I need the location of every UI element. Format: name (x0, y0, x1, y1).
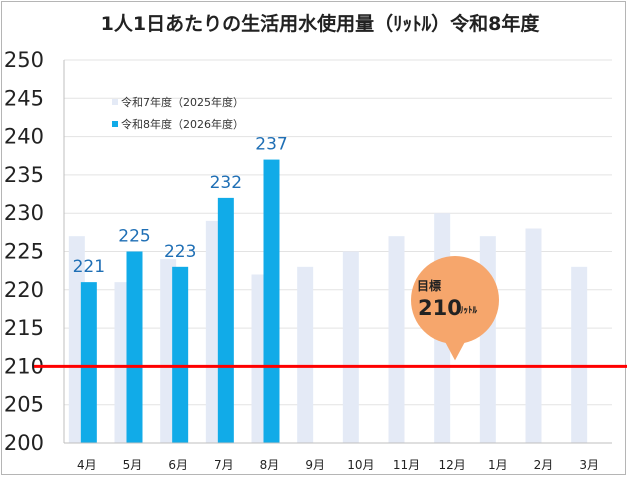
bar-2025 (571, 266, 588, 443)
bar-2026 (126, 251, 143, 443)
bar-2025 (342, 251, 359, 443)
data-label: 221 (73, 257, 105, 277)
target-bubble-pointer (443, 338, 467, 361)
bar-2026 (263, 159, 280, 443)
target-label: 目標 (417, 278, 441, 293)
bar-2026 (80, 282, 97, 443)
y-tick-label: 240 (4, 125, 44, 149)
x-tick-label: 6月 (168, 458, 188, 472)
y-tick-label: 250 (4, 48, 44, 72)
data-label: 232 (210, 173, 242, 193)
bar-2026 (172, 266, 189, 443)
axes: 200 205 210 215 220 225 230 235 240 245 250 4月 5月 6月 7… (4, 48, 612, 472)
x-tick-label: 7月 (214, 458, 234, 472)
legend: 令和7年度（2025年度） 令和8年度（2026年度） (112, 95, 244, 131)
target-value: 210 (418, 296, 462, 320)
legend-swatch (112, 121, 118, 127)
x-tick-label: 8月 (260, 458, 280, 472)
y-tick-label: 225 (4, 240, 44, 264)
data-labels: 221 225 223 232 237 (73, 135, 288, 278)
x-tick-label: 3月 (579, 458, 599, 472)
bars (68, 159, 588, 443)
x-tick-label: 10月 (347, 458, 374, 472)
data-label: 225 (118, 227, 150, 247)
y-tick-label: 230 (4, 201, 44, 225)
bar-2025 (297, 266, 314, 443)
y-tick-label: 235 (4, 163, 44, 187)
data-label: 223 (164, 242, 196, 262)
bar-2025 (525, 228, 542, 443)
legend-label: 令和7年度（2025年度） (121, 95, 244, 109)
chart-title: 1人1日あたりの生活用水使用量（ﾘｯﾄﾙ）令和8年度 (101, 12, 541, 35)
data-label: 237 (255, 135, 287, 155)
x-tick-label: 12月 (439, 458, 466, 472)
target-unit: ﾘｯﾄﾙ (459, 305, 478, 316)
bar-2025 (388, 236, 405, 443)
x-tick-label: 2月 (534, 458, 554, 472)
y-tick-label: 205 (4, 393, 44, 417)
x-tick-label: 11月 (393, 458, 420, 472)
x-tick-label: 1月 (488, 458, 508, 472)
legend-swatch (112, 99, 118, 105)
bar-2026 (217, 197, 234, 443)
x-tick-label: 4月 (77, 458, 97, 472)
target-bubble (411, 256, 499, 344)
x-tick-label: 9月 (305, 458, 325, 472)
y-tick-label: 245 (4, 86, 44, 110)
y-tick-label: 200 (4, 431, 44, 455)
legend-label: 令和8年度（2026年度） (121, 117, 244, 131)
y-tick-label: 215 (4, 316, 44, 340)
x-tick-label: 5月 (123, 458, 143, 472)
y-tick-label: 220 (4, 278, 44, 302)
